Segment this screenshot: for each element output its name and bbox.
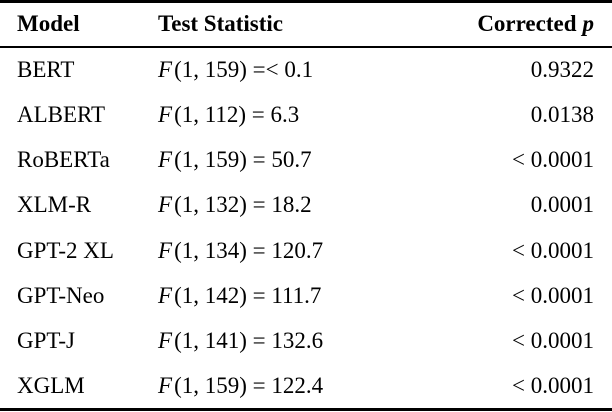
model-cell: ALBERT bbox=[17, 101, 106, 127]
p-value-cell: 0.0138 bbox=[530, 101, 594, 127]
table-header: Model Test Statistic Corrected p bbox=[0, 2, 612, 47]
column-header-test-statistic-label: Test Statistic bbox=[158, 11, 284, 37]
statistic-value: (1, 134) = 120.7 bbox=[174, 237, 324, 263]
test-statistic-cell: F(1, 132) = 18.2 bbox=[158, 183, 410, 228]
f-symbol: F bbox=[158, 146, 173, 172]
column-header-test-statistic: Test Statistic bbox=[158, 2, 410, 47]
column-header-model-label: Model bbox=[17, 11, 80, 37]
test-statistic-cell: F(1, 159) = 50.7 bbox=[158, 137, 410, 182]
model-cell: XGLM bbox=[17, 373, 85, 399]
p-value-cell: 0.9322 bbox=[530, 56, 594, 82]
table-row: XGLM F(1, 159) = 122.4 < 0.0001 bbox=[0, 364, 612, 409]
statistic-value: (1, 112) = 6.3 bbox=[174, 101, 300, 127]
statistic-value: (1, 132) = 18.2 bbox=[174, 192, 312, 218]
table-row: ALBERT F(1, 112) = 6.3 0.0138 bbox=[0, 92, 612, 137]
table-body: BERT F(1, 159) =< 0.1 0.9322 ALBERT F(1,… bbox=[0, 47, 612, 410]
test-statistic-cell: F(1, 159) = 122.4 bbox=[158, 364, 410, 409]
model-cell: BERT bbox=[17, 56, 75, 82]
statistic-value: (1, 159) = 122.4 bbox=[174, 373, 324, 399]
statistic-value: (1, 159) =< 0.1 bbox=[174, 56, 314, 82]
statistic-value: (1, 142) = 111.7 bbox=[174, 283, 322, 309]
p-value-cell: < 0.0001 bbox=[512, 283, 594, 309]
p-value-cell: < 0.0001 bbox=[512, 237, 594, 263]
model-cell: RoBERTa bbox=[17, 146, 110, 172]
table-row: RoBERTa F(1, 159) = 50.7 < 0.0001 bbox=[0, 137, 612, 182]
test-statistic-cell: F(1, 141) = 132.6 bbox=[158, 319, 410, 364]
p-value-cell: < 0.0001 bbox=[512, 146, 594, 172]
f-symbol: F bbox=[158, 101, 173, 127]
table-row: GPT-J F(1, 141) = 132.6 < 0.0001 bbox=[0, 319, 612, 364]
p-value-cell: < 0.0001 bbox=[512, 373, 594, 399]
model-cell: GPT-Neo bbox=[17, 283, 105, 309]
model-cell: GPT-2 XL bbox=[17, 237, 114, 263]
test-statistic-cell: F(1, 142) = 111.7 bbox=[158, 273, 410, 318]
table-row: GPT-Neo F(1, 142) = 111.7 < 0.0001 bbox=[0, 273, 612, 318]
test-statistic-cell: F(1, 159) =< 0.1 bbox=[158, 47, 410, 92]
f-symbol: F bbox=[158, 192, 173, 218]
table-row: XLM-R F(1, 132) = 18.2 0.0001 bbox=[0, 183, 612, 228]
column-header-corrected-label: Corrected bbox=[477, 11, 577, 37]
test-statistic-cell: F(1, 134) = 120.7 bbox=[158, 228, 410, 273]
p-value-cell: 0.0001 bbox=[530, 192, 594, 218]
model-cell: GPT-J bbox=[17, 328, 75, 354]
p-value-cell: < 0.0001 bbox=[512, 328, 594, 354]
p-symbol: p bbox=[582, 11, 595, 37]
test-statistic-cell: F(1, 112) = 6.3 bbox=[158, 92, 410, 137]
f-symbol: F bbox=[158, 328, 173, 354]
table-row: GPT-2 XL F(1, 134) = 120.7 < 0.0001 bbox=[0, 228, 612, 273]
f-symbol: F bbox=[158, 56, 173, 82]
model-cell: XLM-R bbox=[17, 192, 92, 218]
f-symbol: F bbox=[158, 283, 173, 309]
f-symbol: F bbox=[158, 237, 173, 263]
f-symbol: F bbox=[158, 373, 173, 399]
column-header-model: Model bbox=[0, 2, 158, 47]
table-row: BERT F(1, 159) =< 0.1 0.9322 bbox=[0, 47, 612, 92]
column-header-corrected-p: Corrected p bbox=[410, 2, 612, 47]
statistic-value: (1, 159) = 50.7 bbox=[174, 146, 312, 172]
statistic-value: (1, 141) = 132.6 bbox=[174, 328, 324, 354]
header-row: Model Test Statistic Corrected p bbox=[0, 2, 612, 47]
